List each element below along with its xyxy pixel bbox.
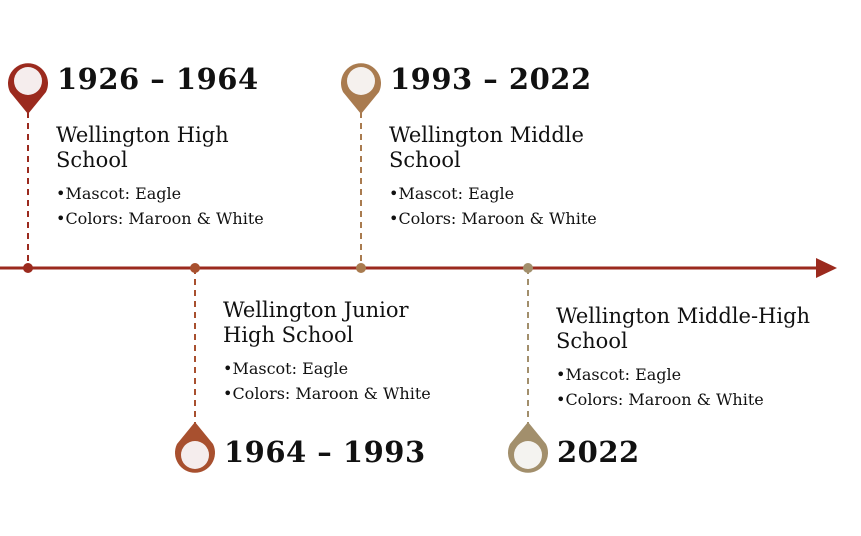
map-pin-icon — [341, 63, 381, 114]
axis-dot — [190, 263, 200, 273]
mascot-item: •Mascot: Eagle — [556, 365, 682, 384]
map-pin-icon — [508, 422, 548, 473]
colors-item: •Colors: Maroon & White — [389, 209, 597, 228]
school-name: Wellington Middle School — [389, 123, 584, 172]
colors-item: •Colors: Maroon & White — [223, 384, 431, 403]
axis-dot — [523, 263, 533, 273]
colors-item: •Colors: Maroon & White — [556, 390, 764, 409]
event-details: Wellington Junior High School •Mascot: E… — [223, 298, 513, 406]
axis-dot — [356, 263, 366, 273]
school-name: Wellington Middle-High School — [556, 304, 811, 353]
mascot-item: •Mascot: Eagle — [389, 184, 515, 203]
event-years: 2022 — [557, 435, 640, 469]
event-details: Wellington Middle-High School •Mascot: E… — [556, 304, 846, 412]
axis-dot — [23, 263, 33, 273]
event-details: Wellington Middle School •Mascot: Eagle … — [389, 123, 679, 231]
event-details: Wellington High School •Mascot: Eagle •C… — [56, 123, 346, 231]
school-name: Wellington Junior High School — [223, 298, 409, 347]
map-pin-icon — [175, 422, 215, 473]
colors-item: •Colors: Maroon & White — [56, 209, 264, 228]
event-years: 1926 – 1964 — [57, 62, 259, 96]
map-pin-icon — [7, 63, 48, 114]
mascot-item: •Mascot: Eagle — [223, 359, 349, 378]
school-name: Wellington High School — [56, 123, 229, 172]
mascot-item: •Mascot: Eagle — [56, 184, 182, 203]
event-years: 1993 – 2022 — [390, 62, 592, 96]
event-years: 1964 – 1993 — [224, 435, 426, 469]
arrow-head-icon — [816, 258, 837, 278]
